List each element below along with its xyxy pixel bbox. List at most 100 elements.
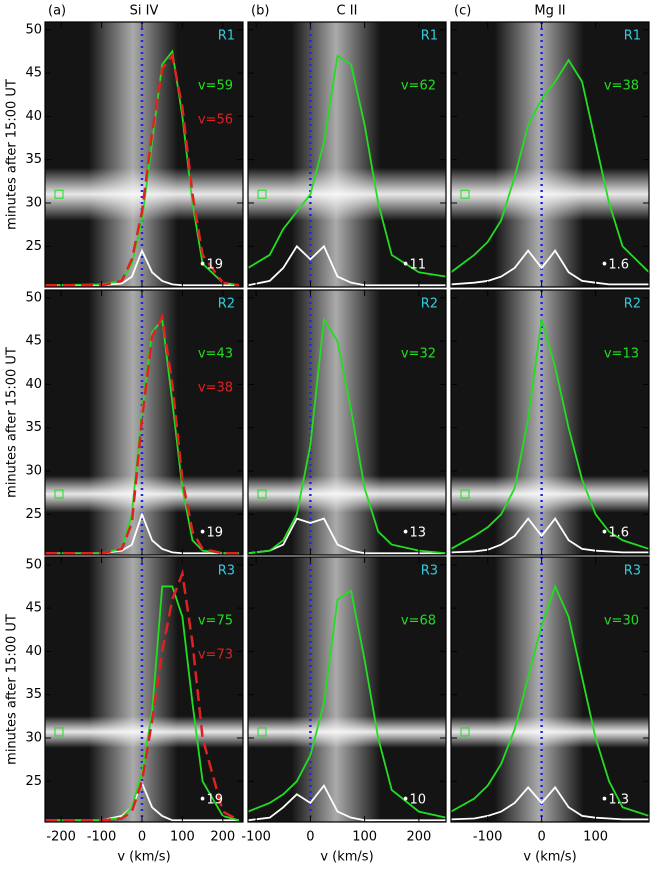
panel-label: (c) bbox=[454, 4, 471, 19]
velocity-label: v=62 bbox=[401, 79, 436, 94]
emission-band bbox=[494, 557, 584, 822]
x-tick-label: 200 bbox=[210, 830, 235, 845]
y-tick-label: 45 bbox=[25, 601, 42, 616]
x-axis-label: v (km/s) bbox=[320, 850, 373, 865]
region-label: R1 bbox=[421, 29, 438, 44]
marker-square bbox=[257, 727, 267, 737]
corner-text: •13 bbox=[402, 526, 426, 541]
velocity-label: v=30 bbox=[604, 614, 639, 629]
velocity-label: v=56 bbox=[198, 113, 233, 128]
profile bbox=[450, 58, 650, 273]
frame bbox=[44, 289, 244, 556]
flare-band bbox=[248, 167, 446, 221]
x-tick-label: -100 bbox=[241, 830, 271, 845]
panel-title: Mg II bbox=[534, 4, 565, 19]
corner-text: •19 bbox=[199, 793, 223, 808]
emission-band bbox=[291, 290, 381, 555]
frame bbox=[450, 289, 650, 556]
y-tick-label: 45 bbox=[25, 66, 42, 81]
corner-text: •10 bbox=[402, 793, 426, 808]
profile bbox=[45, 780, 239, 822]
marker-square bbox=[257, 489, 267, 499]
profile bbox=[247, 589, 447, 819]
y-tick-label: 35 bbox=[25, 420, 42, 435]
region-label: R3 bbox=[218, 564, 235, 579]
emission-band bbox=[88, 557, 178, 822]
region-label: R2 bbox=[624, 297, 641, 312]
marker-square bbox=[460, 189, 470, 199]
frame bbox=[247, 21, 447, 288]
profile bbox=[45, 52, 240, 287]
emission-band bbox=[494, 22, 584, 287]
y-tick-label: 35 bbox=[25, 152, 42, 167]
x-tick-label: -100 bbox=[87, 830, 117, 845]
profile bbox=[450, 583, 650, 817]
marker-square bbox=[460, 727, 470, 737]
marker-square bbox=[54, 727, 64, 737]
x-tick-label: 0 bbox=[138, 830, 146, 845]
y-tick-label: 50 bbox=[25, 290, 42, 305]
panel-label: (b) bbox=[251, 4, 269, 19]
profile bbox=[450, 785, 649, 821]
region-label: R1 bbox=[624, 29, 641, 44]
y-tick-label: 45 bbox=[25, 334, 42, 349]
region-label: R2 bbox=[421, 297, 438, 312]
panel-label: (a) bbox=[48, 4, 66, 19]
emission-band bbox=[291, 557, 381, 822]
x-tick-label: 0 bbox=[306, 830, 314, 845]
x-tick-label: 100 bbox=[170, 830, 195, 845]
flare-band bbox=[451, 716, 649, 748]
profile bbox=[450, 319, 650, 550]
flare-band bbox=[248, 475, 446, 513]
velocity-label: v=75 bbox=[198, 614, 233, 629]
profile bbox=[247, 316, 447, 555]
x-tick-label: -100 bbox=[473, 830, 503, 845]
velocity-label: v=38 bbox=[604, 79, 639, 94]
velocity-label: v=43 bbox=[198, 347, 233, 362]
marker-square bbox=[460, 489, 470, 499]
y-axis-label: minutes after 15:00 UT bbox=[5, 79, 20, 230]
y-tick-label: 35 bbox=[25, 687, 42, 702]
y-tick-label: 25 bbox=[25, 239, 42, 254]
velocity-label: v=13 bbox=[604, 347, 639, 362]
flare-band bbox=[45, 716, 243, 748]
profile bbox=[45, 312, 239, 555]
frame bbox=[44, 21, 244, 288]
y-axis-label: minutes after 15:00 UT bbox=[5, 614, 20, 765]
region-label: R3 bbox=[421, 564, 438, 579]
corner-text: •11 bbox=[402, 258, 426, 273]
velocity-label: v=73 bbox=[198, 648, 233, 663]
corner-text: •1.6 bbox=[601, 258, 629, 273]
profile bbox=[247, 517, 446, 555]
frame bbox=[450, 21, 650, 288]
corner-text: •1.6 bbox=[601, 526, 629, 541]
profile bbox=[45, 568, 240, 822]
velocity-label: v=38 bbox=[198, 381, 233, 396]
emission-band bbox=[494, 290, 584, 555]
x-axis-label: v (km/s) bbox=[117, 850, 170, 865]
region-label: R3 bbox=[624, 564, 641, 579]
profile bbox=[247, 244, 446, 287]
profile bbox=[247, 54, 447, 278]
flare-band bbox=[451, 167, 649, 221]
x-tick-label: 100 bbox=[583, 830, 608, 845]
frame bbox=[44, 556, 244, 823]
y-tick-label: 50 bbox=[25, 557, 42, 572]
frame bbox=[247, 289, 447, 556]
panel-title: Si IV bbox=[130, 4, 159, 19]
corner-text: •19 bbox=[199, 258, 223, 273]
y-tick-label: 30 bbox=[25, 730, 42, 745]
velocity-label: v=59 bbox=[198, 79, 233, 94]
y-tick-label: 40 bbox=[25, 644, 42, 659]
marker-square bbox=[54, 489, 64, 499]
frame bbox=[450, 556, 650, 823]
profile bbox=[247, 783, 446, 822]
y-axis-label: minutes after 15:00 UT bbox=[5, 347, 20, 498]
x-axis-label: v (km/s) bbox=[523, 850, 576, 865]
marker-square bbox=[257, 189, 267, 199]
profile bbox=[450, 249, 649, 286]
y-tick-label: 25 bbox=[25, 507, 42, 522]
x-tick-label: 0 bbox=[537, 830, 545, 845]
y-tick-label: 40 bbox=[25, 109, 42, 124]
corner-text: •1.3 bbox=[601, 793, 629, 808]
